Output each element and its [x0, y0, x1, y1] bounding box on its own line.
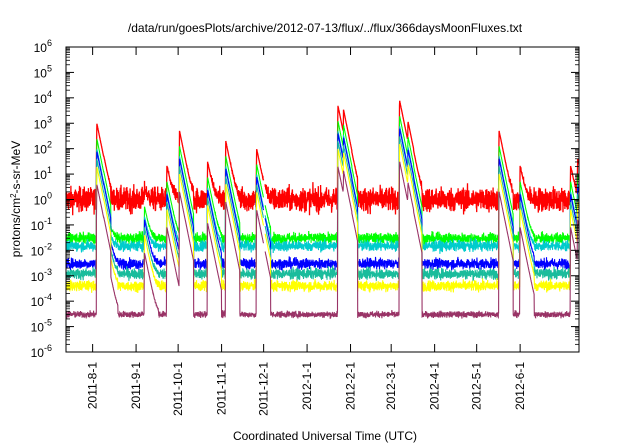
y-tick-label: 106	[34, 38, 52, 55]
x-tick-label: 2011-11-1	[215, 362, 229, 415]
y-tick-label: 10-6	[31, 343, 52, 360]
y-tick-label: 100	[34, 191, 52, 208]
x-tick-label: 2012-4-1	[428, 362, 442, 410]
y-tick-label: 10-1	[31, 216, 52, 233]
x-tick-label: 2012-6-1	[513, 362, 527, 410]
y-tick-label: 10-2	[31, 241, 52, 258]
series-line-1	[65, 100, 580, 216]
x-tick-label: 2012-1-1	[300, 362, 314, 410]
axes-layer: 10-6 10-5 10-4 10-3 10-2 10-1 100 101 102 103 104 1…	[31, 38, 579, 416]
y-tick-label: 105	[34, 63, 52, 80]
y-tick-label: 102	[34, 140, 52, 157]
x-tick-label: 2012-5-1	[470, 362, 484, 410]
chart-title: /data/run/goesPlots/archive/2012-07-13/f…	[128, 21, 523, 35]
y-tick-label: 101	[34, 165, 52, 182]
y-tick-label: 10-4	[31, 292, 52, 309]
x-tick-label: 2011-9-1	[129, 362, 143, 409]
x-tick-label: 2011-10-1	[171, 362, 185, 416]
y-axis-label-base: protons/cm	[9, 198, 23, 257]
y-axis-label-superscript: 2	[9, 193, 18, 198]
x-tick-label: 2011-12-1	[257, 362, 271, 416]
y-tick-label: 10-3	[31, 267, 52, 284]
y-axis-label: protons/cm2-s-sr-MeV	[9, 141, 23, 257]
y-axis-label-suffix: -s-sr-MeV	[9, 141, 23, 194]
y-tick-label: 104	[34, 89, 52, 106]
series-line-7	[65, 161, 580, 320]
y-tick-label: 10-5	[31, 318, 52, 335]
x-axis-label: Coordinated Universal Time (UTC)	[233, 429, 417, 443]
series-layer	[65, 100, 580, 320]
y-tick-label: 103	[34, 114, 52, 131]
x-tick-label: 2011-8-1	[86, 362, 100, 409]
x-tick-label: 2012-2-1	[344, 362, 358, 410]
x-tick-label: 2012-3-1	[384, 362, 398, 410]
